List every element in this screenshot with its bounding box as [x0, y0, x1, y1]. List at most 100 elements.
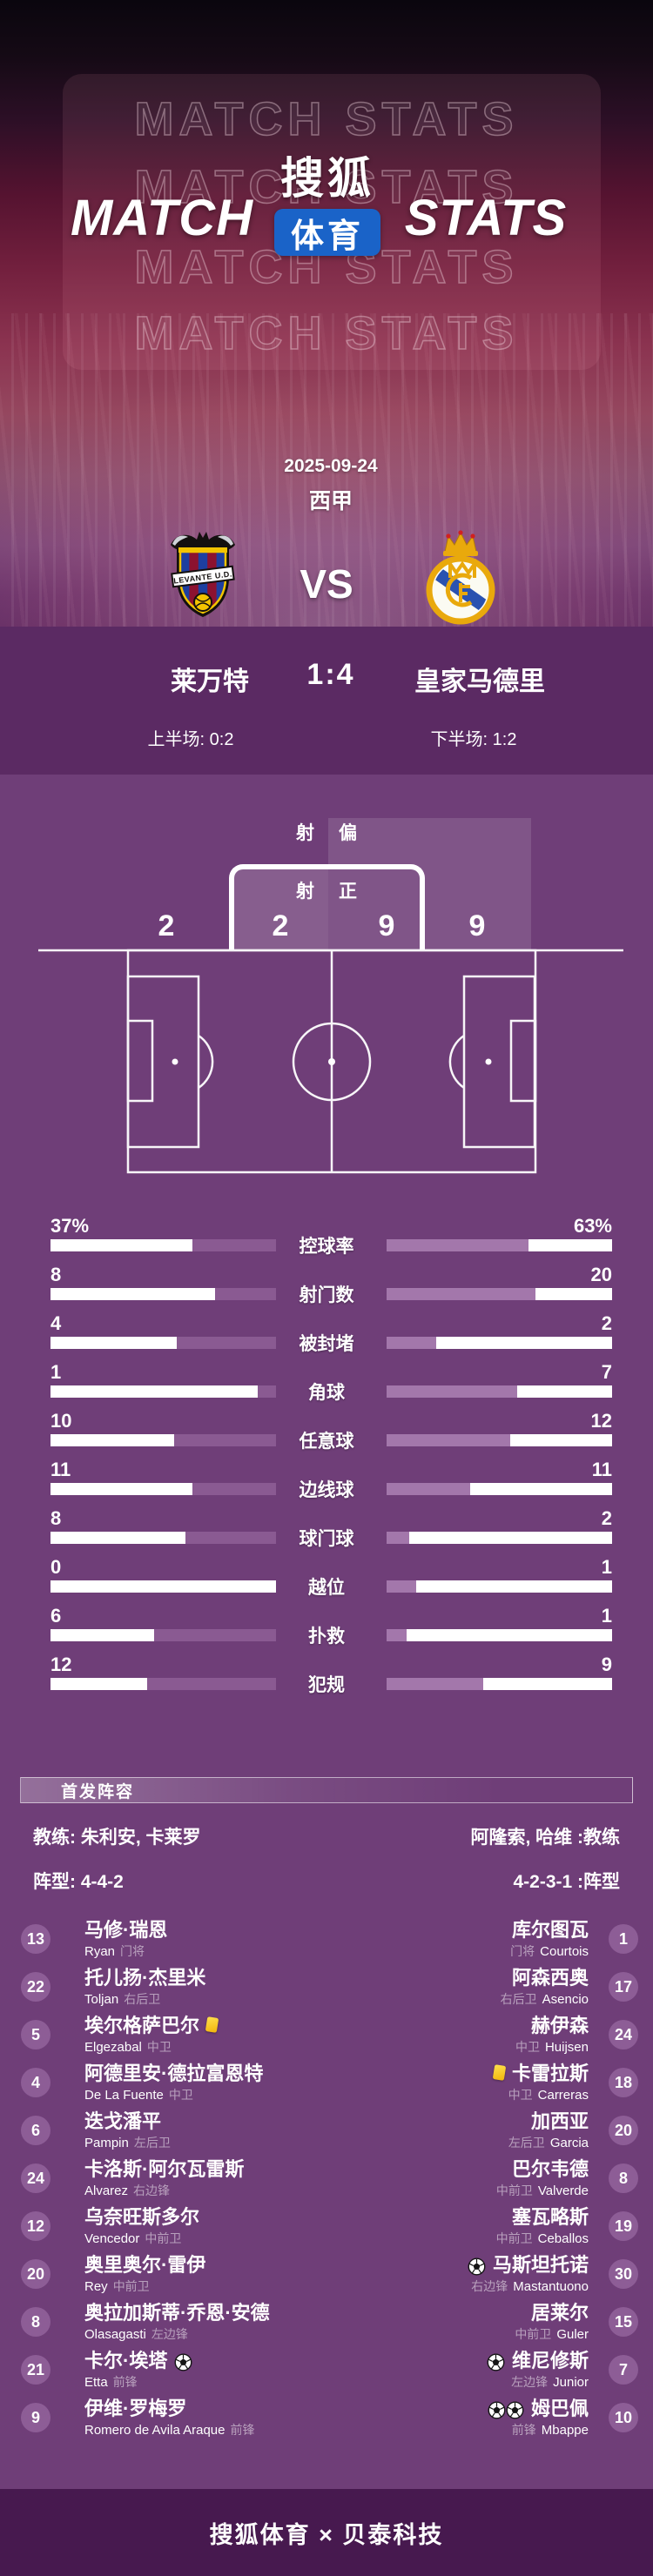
home-player-name-line: 卡洛斯·阿尔瓦雷斯	[84, 2157, 251, 2182]
away-player: 马斯坦托诺 右边锋 Mastantuono	[468, 2253, 589, 2296]
stat-away-value: 1	[601, 1605, 612, 1627]
away-player-latin-name: Ceballos	[537, 2231, 589, 2246]
stat-away-value: 12	[590, 1410, 612, 1432]
lineup-row: 22 托儿扬·杰里米 Toljan 右后卫 阿森西奥 右后卫 Asencio 17	[0, 1963, 653, 2011]
away-player-name-line: 库尔图瓦	[505, 1918, 589, 1942]
home-player-name: 伊维·罗梅罗	[84, 2398, 187, 2419]
home-player-name: 乌奈旺斯多尔	[84, 2206, 200, 2228]
stat-home-bar	[50, 1532, 276, 1544]
stat-away-bar-fill	[387, 1580, 416, 1593]
away-player-position: 中前卫	[495, 2184, 533, 2197]
stat-home-value: 4	[50, 1312, 62, 1334]
away-player-number-badge: 24	[609, 2020, 638, 2049]
home-player-number-badge: 9	[21, 2403, 50, 2432]
shots-on-target-label: 射 正	[0, 877, 653, 903]
away-player-icons	[487, 2349, 505, 2373]
stat-home-bar-fill	[192, 1239, 276, 1251]
away-player-latin-name: Mbappe	[541, 2423, 589, 2438]
shots-on-target-highlight	[234, 869, 328, 949]
away-player-name-line: 卡雷拉斯	[492, 2062, 589, 2086]
stat-away-value: 1	[601, 1556, 612, 1578]
goal-ball-icon	[487, 2353, 505, 2371]
stat-away-bar	[387, 1385, 612, 1398]
home-player-position: 门将	[120, 1944, 145, 1958]
away-player-position: 门将	[510, 1944, 535, 1958]
home-player-number: 22	[26, 1977, 45, 1996]
watermark-text: MATCH STATS	[134, 306, 519, 360]
stat-label: 球门球	[299, 1529, 354, 1549]
away-player-latin-name: Junior	[553, 2375, 589, 2390]
away-player-subline: 左边锋 Junior	[487, 2373, 589, 2392]
home-player-position: 中卫	[168, 2088, 193, 2102]
home-team-name: 莱万特	[171, 667, 249, 696]
stat-home-bar	[50, 1483, 276, 1495]
stat-away-bar	[387, 1288, 612, 1300]
final-score: 1:4	[306, 658, 355, 691]
away-player-latin-name: Huijsen	[544, 2040, 589, 2055]
brand-match-text: MATCH	[70, 190, 254, 246]
stat-home-bar-fill	[258, 1385, 276, 1398]
stat-home-bar-fill	[215, 1288, 276, 1300]
away-player-name-line: 加西亚	[508, 2110, 589, 2134]
away-player-subline: 中卫 Huijsen	[515, 2038, 589, 2056]
home-player-number: 4	[30, 2073, 40, 2091]
away-player-name: 巴尔韦德	[511, 2158, 589, 2180]
away-player-position: 中前卫	[495, 2231, 533, 2245]
stats-comparison-list: 37% 63% 控球率 8 20 射门数 4 2 被封堵 1 7 角球 10 1…	[0, 1216, 653, 1703]
home-player-subline: Romero de Avila Araque 前锋	[84, 2421, 255, 2439]
stat-away-bar-fill	[387, 1337, 436, 1349]
home-player-name-line: 奥拉加斯蒂·乔恩·安德	[84, 2301, 277, 2325]
stat-away-bar	[387, 1532, 612, 1544]
home-player-number-badge: 5	[21, 2020, 50, 2049]
home-player-name-line: 阿德里安·德拉富恩特	[84, 2062, 270, 2086]
away-player-name-line: 马斯坦托诺	[468, 2253, 589, 2277]
away-player-number-badge: 10	[609, 2403, 638, 2432]
shots-off-target-label: 射 偏	[0, 819, 653, 845]
home-player-subline: Toljan 右后卫	[84, 1990, 212, 2009]
home-player-latin-name: Vencedor	[84, 2231, 140, 2246]
lineup-section-banner: 首发阵容	[20, 1777, 633, 1803]
stat-away-bar-fill	[387, 1434, 511, 1446]
stat-home-value: 8	[50, 1507, 62, 1529]
home-player-latin-name: Etta	[84, 2375, 108, 2390]
stat-label: 犯规	[308, 1675, 345, 1695]
home-player-number: 8	[30, 2312, 40, 2331]
home-player-number-badge: 8	[21, 2307, 50, 2337]
sohu-sports-logo-badge: 体育	[274, 209, 380, 256]
away-player-subline: 中前卫 Guler	[515, 2325, 589, 2344]
stat-home-bar	[50, 1239, 276, 1251]
shots-off-target-highlight	[328, 818, 531, 949]
away-player-number: 24	[614, 2025, 633, 2043]
home-player-number-badge: 13	[21, 1924, 50, 1954]
home-player: 迭戈潘平 Pampin 左后卫	[84, 2110, 171, 2152]
away-player-number: 20	[614, 2121, 633, 2139]
away-player-number-badge: 17	[609, 1972, 638, 2002]
stat-home-value: 8	[50, 1264, 62, 1285]
away-player-latin-name: Valverde	[537, 2184, 589, 2198]
away-player-position: 中前卫	[515, 2327, 552, 2341]
stat-row: 8 20 射门数	[0, 1265, 653, 1313]
label-char: 射	[296, 823, 314, 843]
away-player: 阿森西奥 右后卫 Asencio	[501, 1966, 589, 2009]
home-player-number: 5	[30, 2025, 40, 2043]
lineup-section-title: 首发阵容	[61, 1782, 135, 1801]
away-shots-on-value: 9	[378, 909, 395, 943]
home-player-name: 埃尔格萨巴尔	[84, 2015, 200, 2036]
home-player-position: 前锋	[112, 2375, 138, 2389]
first-half-score: 上半场: 0:2	[147, 730, 234, 749]
away-player: 库尔图瓦 门将 Courtois	[505, 1918, 589, 1961]
away-player-position: 前锋	[511, 2423, 536, 2437]
home-player-name-line: 埃尔格萨巴尔	[84, 2014, 219, 2038]
home-player: 奥里奥尔·雷伊 Rey 中前卫	[84, 2253, 212, 2296]
home-player-number: 12	[26, 2217, 45, 2235]
stat-label: 越位	[308, 1578, 345, 1598]
home-player-name: 马修·瑞恩	[84, 1919, 168, 1941]
home-player-name: 托儿扬·杰里米	[84, 1967, 206, 1989]
home-player-subline: Alvarez 右边锋	[84, 2182, 251, 2200]
away-player-latin-name: Asencio	[542, 1992, 589, 2007]
away-player-latin-name: Mastantuono	[513, 2279, 589, 2294]
away-player-number-badge: 30	[609, 2259, 638, 2289]
home-player-number: 9	[30, 2408, 40, 2426]
stat-away-bar	[387, 1483, 612, 1495]
home-player-subline: De La Fuente 中卫	[84, 2086, 270, 2104]
